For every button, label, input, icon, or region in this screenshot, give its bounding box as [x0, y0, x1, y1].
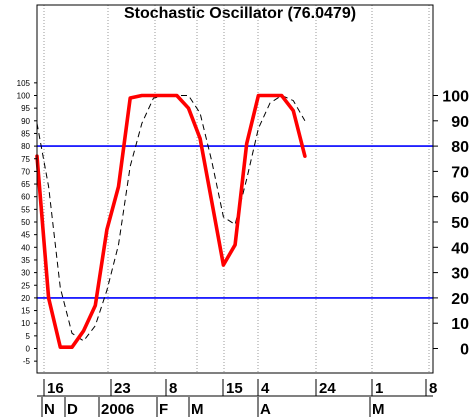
left-axis-ticks: -5 0 5 10 15 20 25 30 35 40 45 50 55 60 65 70 75 80 85 90 95…: [17, 79, 37, 366]
right-tick-label: 100: [442, 89, 469, 106]
left-tick-label: 70: [21, 167, 30, 176]
month-tick-label: N: [44, 401, 55, 418]
right-tick-label: 60: [451, 190, 469, 207]
signal-line: [36, 94, 306, 342]
left-tick-label: 25: [21, 281, 30, 290]
left-tick-label: 0: [26, 345, 31, 354]
date-tick-label: 23: [114, 380, 131, 397]
date-tick-label: 8: [169, 380, 177, 397]
plot-frame: [36, 4, 434, 374]
right-tick-label: 0: [460, 342, 469, 359]
right-tick-label: 30: [451, 266, 469, 283]
left-tick-label: 90: [21, 117, 30, 126]
x-axis: 16 23 8 15 4 24 1 8 N D 2006 F M A M: [37, 379, 437, 418]
month-tick-label: M: [191, 401, 204, 418]
right-tick-label: 40: [451, 240, 469, 257]
left-tick-label: 80: [21, 142, 30, 151]
left-tick-label: 105: [17, 79, 31, 88]
stochastic-line: [35, 93, 307, 350]
left-tick-label: 15: [21, 307, 30, 316]
left-tick-label: 20: [21, 294, 30, 303]
left-tick-label: 30: [21, 269, 30, 278]
reference-lines: [37, 145, 433, 299]
chart-title: Stochastic Oscillator (76.0479): [124, 5, 356, 22]
left-tick-label: -5: [23, 357, 31, 366]
left-tick-label: 75: [21, 155, 30, 164]
right-tick-label: 70: [451, 164, 469, 181]
left-tick-label: 55: [21, 205, 30, 214]
left-tick-label: 50: [21, 218, 30, 227]
left-tick-label: 10: [21, 319, 30, 328]
month-tick-label: D: [67, 401, 78, 418]
month-tick-label: A: [260, 401, 271, 418]
right-tick-label: 20: [451, 291, 469, 308]
right-axis-ticks: 0 10 20 30 40 50 60 70 80 90 100: [433, 89, 469, 359]
left-tick-label: 60: [21, 193, 30, 202]
left-tick-label: 40: [21, 243, 30, 252]
left-tick-label: 5: [26, 332, 31, 341]
date-tick-label: 4: [261, 380, 270, 397]
left-tick-label: 65: [21, 180, 30, 189]
left-tick-label: 100: [17, 92, 31, 101]
date-tick-label: 16: [47, 380, 64, 397]
date-tick-label: 15: [226, 380, 243, 397]
left-tick-label: 45: [21, 231, 30, 240]
date-tick-label: 1: [375, 380, 383, 397]
right-tick-label: 90: [451, 114, 469, 131]
date-tick-label: 8: [429, 380, 437, 397]
right-tick-label: 80: [451, 139, 469, 156]
left-tick-label: 95: [21, 104, 30, 113]
right-tick-label: 10: [451, 316, 469, 333]
date-tick-label: 24: [319, 380, 336, 397]
series-layer: [35, 93, 307, 350]
right-tick-label: 50: [451, 215, 469, 232]
grid-lines: [43, 5, 430, 373]
left-tick-label: 85: [21, 129, 30, 138]
month-tick-label: 2006: [101, 401, 134, 418]
month-tick-label: F: [159, 401, 168, 418]
month-tick-label: M: [372, 401, 385, 418]
left-tick-label: 35: [21, 256, 30, 265]
